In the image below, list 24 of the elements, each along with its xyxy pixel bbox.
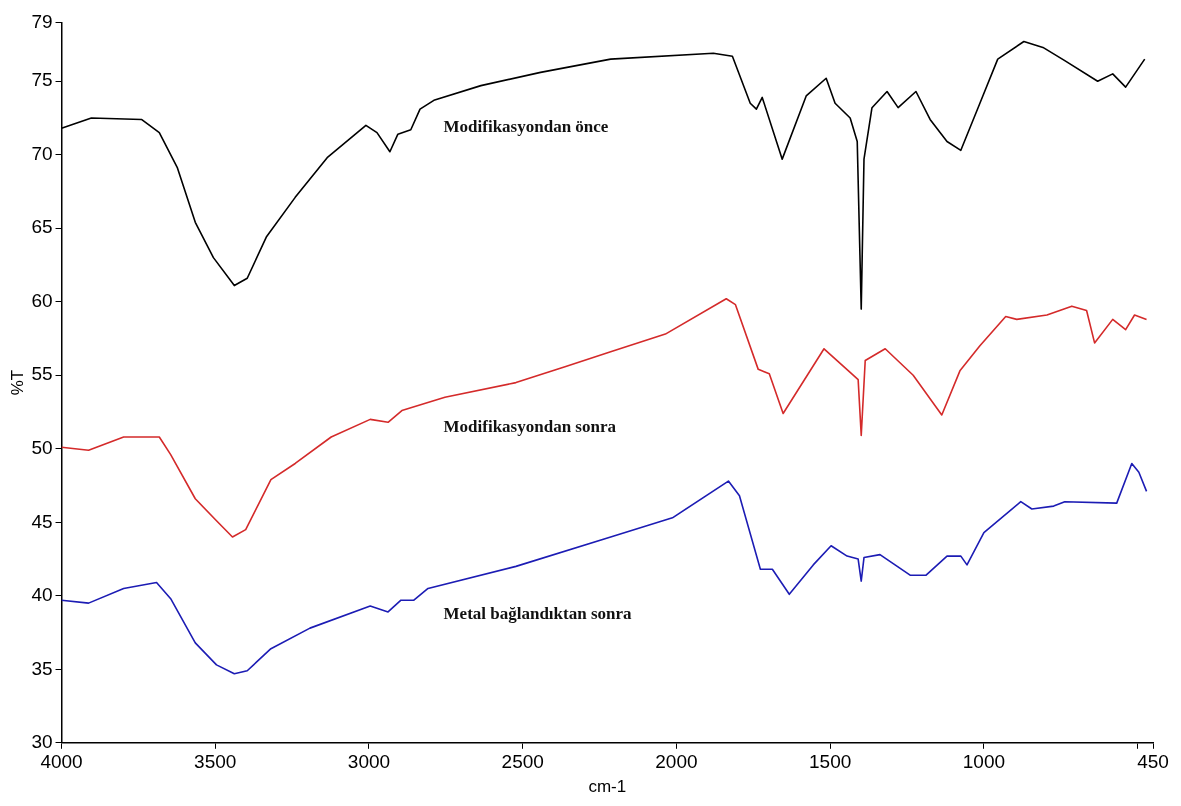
y-tick-label: 40 bbox=[31, 584, 53, 606]
x-tick-label: 2000 bbox=[655, 751, 698, 773]
x-tick-label: 450 bbox=[1137, 751, 1169, 773]
x-tick-label: 3000 bbox=[347, 751, 391, 773]
y-tick-label: 45 bbox=[31, 510, 53, 532]
x-tick-label: 4000 bbox=[40, 751, 83, 773]
x-tick-label: 2500 bbox=[501, 751, 544, 773]
y-tick-label: 30 bbox=[31, 731, 53, 753]
y-axis-title: %T bbox=[7, 369, 27, 396]
y-tick-label: 35 bbox=[31, 657, 53, 679]
x-tick-label: 3500 bbox=[194, 751, 237, 773]
y-tick-label: 50 bbox=[31, 436, 53, 458]
y-tick-label: 65 bbox=[31, 216, 53, 238]
x-axis-title: cm-1 bbox=[588, 777, 627, 797]
series-label: Modifikasyondan önce bbox=[443, 116, 609, 136]
y-tick-label: 75 bbox=[31, 69, 53, 91]
y-tick-label: 70 bbox=[31, 142, 53, 164]
x-tick-label: 1500 bbox=[809, 751, 852, 773]
y-tick-label: 60 bbox=[31, 289, 53, 311]
series-label: Metal bağlandıktan sonra bbox=[443, 603, 633, 623]
y-tick-label: 55 bbox=[31, 363, 53, 385]
series-label: Modifikasyondan sonra bbox=[443, 417, 617, 437]
y-tick-label: 79 bbox=[31, 10, 53, 32]
x-tick-label: 1000 bbox=[962, 751, 1006, 773]
